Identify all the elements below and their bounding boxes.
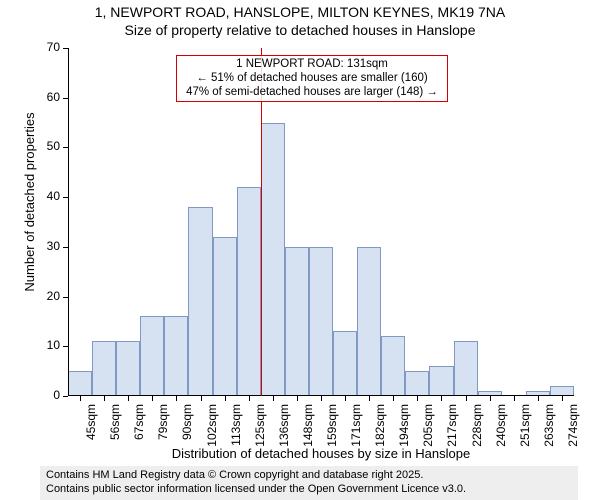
x-tick (273, 396, 274, 401)
histogram-bar (429, 366, 453, 396)
histogram-bar (237, 187, 261, 396)
y-tick-label: 30 (34, 239, 60, 253)
x-tick (345, 396, 346, 401)
title-line-1: 1, NEWPORT ROAD, HANSLOPE, MILTON KEYNES… (0, 4, 600, 20)
y-tick (63, 197, 68, 198)
x-tick (152, 396, 153, 401)
footer-line-2: Contains public sector information licen… (46, 483, 572, 497)
histogram-bar (357, 247, 381, 396)
x-tick (417, 396, 418, 401)
x-tick (466, 396, 467, 401)
histogram-bar (405, 371, 429, 396)
histogram-bar (309, 247, 333, 396)
x-tick-label: 102sqm (205, 404, 219, 454)
x-tick-label: 125sqm (253, 404, 267, 454)
y-tick-label: 60 (34, 90, 60, 104)
x-tick-label: 171sqm (349, 404, 363, 454)
x-tick-label: 217sqm (445, 404, 459, 454)
x-tick (514, 396, 515, 401)
annotation-line-1: 1 NEWPORT ROAD: 131sqm (181, 58, 443, 72)
x-tick-label: 263sqm (542, 404, 556, 454)
y-tick (63, 346, 68, 347)
x-tick-label: 228sqm (470, 404, 484, 454)
x-tick-label: 136sqm (277, 404, 291, 454)
x-tick (128, 396, 129, 401)
y-tick (63, 147, 68, 148)
histogram-bar (164, 316, 188, 396)
x-tick (80, 396, 81, 401)
x-tick (441, 396, 442, 401)
x-tick (201, 396, 202, 401)
y-tick-label: 70 (34, 40, 60, 54)
x-tick-label: 148sqm (301, 404, 315, 454)
x-tick-label: 79sqm (156, 404, 170, 454)
histogram-bar (261, 123, 285, 396)
x-tick-label: 159sqm (325, 404, 339, 454)
title-line-2: Size of property relative to detached ho… (0, 22, 600, 38)
y-tick (63, 48, 68, 49)
x-tick (225, 396, 226, 401)
x-tick-label: 113sqm (229, 404, 243, 454)
annotation-line-2: ← 51% of detached houses are smaller (16… (181, 72, 443, 86)
y-tick-label: 50 (34, 139, 60, 153)
histogram-bar (68, 371, 92, 396)
x-tick-label: 274sqm (566, 404, 580, 454)
x-tick-label: 45sqm (84, 404, 98, 454)
y-tick (63, 396, 68, 397)
x-tick (490, 396, 491, 401)
x-tick-label: 56sqm (108, 404, 122, 454)
histogram-bar (188, 207, 212, 396)
footer-box: Contains HM Land Registry data © Crown c… (40, 466, 578, 500)
y-tick-label: 40 (34, 189, 60, 203)
x-tick (249, 396, 250, 401)
y-tick (63, 247, 68, 248)
x-tick-label: 182sqm (373, 404, 387, 454)
histogram-bar (333, 331, 357, 396)
histogram-bar (213, 237, 237, 396)
x-tick (176, 396, 177, 401)
histogram-bar (116, 341, 140, 396)
x-tick (321, 396, 322, 401)
x-tick (104, 396, 105, 401)
y-tick-label: 20 (34, 289, 60, 303)
histogram-bar (92, 341, 116, 396)
x-tick (393, 396, 394, 401)
x-tick (297, 396, 298, 401)
histogram-bar (140, 316, 164, 396)
x-tick-label: 67sqm (132, 404, 146, 454)
x-tick (538, 396, 539, 401)
histogram-bar (381, 336, 405, 396)
histogram-bar (285, 247, 309, 396)
y-tick-label: 0 (34, 388, 60, 402)
x-tick-label: 205sqm (421, 404, 435, 454)
footer-line-1: Contains HM Land Registry data © Crown c… (46, 469, 572, 483)
x-tick-label: 251sqm (518, 404, 532, 454)
y-axis-line (68, 48, 69, 396)
x-tick-label: 194sqm (397, 404, 411, 454)
chart-container: 1, NEWPORT ROAD, HANSLOPE, MILTON KEYNES… (0, 0, 600, 500)
x-tick (562, 396, 563, 401)
x-tick-label: 90sqm (180, 404, 194, 454)
y-tick (63, 98, 68, 99)
x-tick (369, 396, 370, 401)
x-tick-label: 240sqm (494, 404, 508, 454)
y-tick (63, 297, 68, 298)
y-tick-label: 10 (34, 338, 60, 352)
histogram-bar (454, 341, 478, 396)
annotation-box: 1 NEWPORT ROAD: 131sqm ← 51% of detached… (176, 55, 448, 102)
annotation-line-3: 47% of semi-detached houses are larger (… (181, 86, 443, 100)
